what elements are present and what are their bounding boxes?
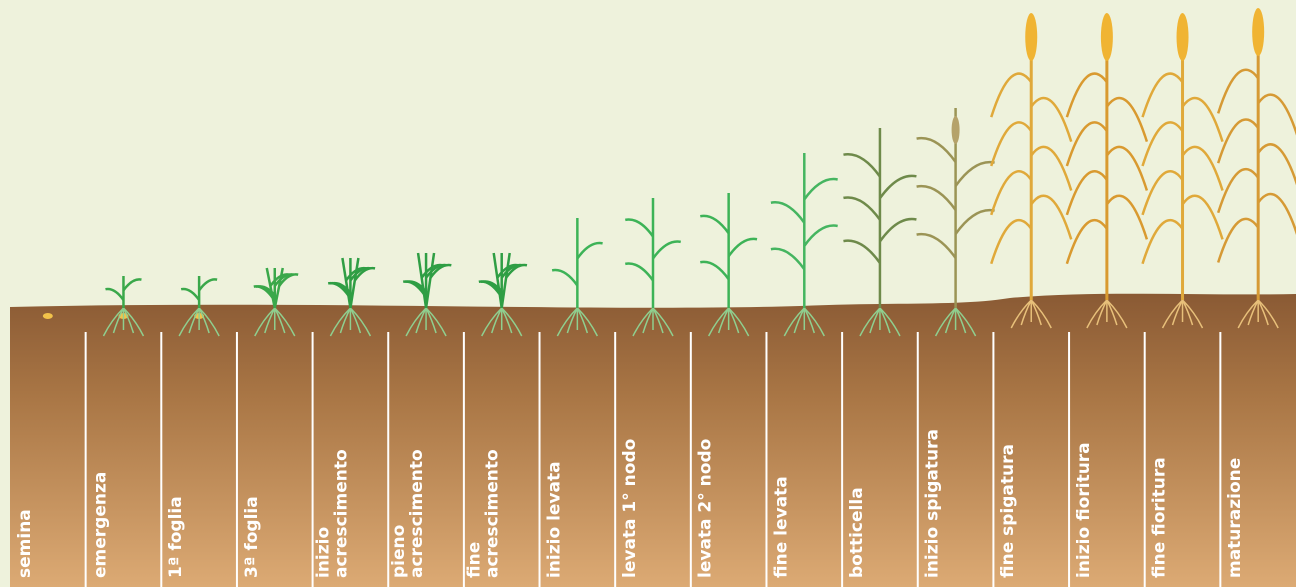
stage-label: maturazione xyxy=(1225,458,1245,578)
growth-stages-diagram: seminaemergenza1ª foglia3ª fogliainizioa… xyxy=(0,0,1296,587)
stage-label: fine fioritura xyxy=(1150,457,1170,578)
stage-label: fine spigatura xyxy=(998,444,1018,578)
stage-label: semina xyxy=(15,509,35,578)
stage-label: botticella xyxy=(847,487,867,578)
stage-label: acrescimento xyxy=(407,449,427,578)
wheat-ear xyxy=(952,116,960,144)
stage-label: fine xyxy=(465,542,485,578)
wheat-ear xyxy=(1252,8,1264,56)
stage-label: fine levata xyxy=(771,476,791,578)
stage-label: 3ª foglia xyxy=(242,496,262,578)
stage-label: inizio xyxy=(313,527,333,578)
wheat-ear xyxy=(1025,13,1037,61)
seed xyxy=(43,313,53,319)
stage-label: 1ª foglia xyxy=(166,496,186,578)
stage-label: inizio fioritura xyxy=(1074,442,1094,578)
stage-label: levata 2° nodo xyxy=(696,439,716,578)
stage-label: levata 1° nodo xyxy=(620,439,640,578)
stage-label: acrescimento xyxy=(331,449,351,578)
wheat-ear xyxy=(1101,13,1113,61)
stage-label: emergenza xyxy=(90,472,110,578)
stage-label: pieno xyxy=(389,525,409,578)
stage-label: inizio spigatura xyxy=(923,429,943,578)
stage-label: acrescimento xyxy=(483,449,503,578)
stage-label: inizio levata xyxy=(544,461,564,578)
wheat-ear xyxy=(1177,13,1189,61)
soil xyxy=(10,294,1296,587)
